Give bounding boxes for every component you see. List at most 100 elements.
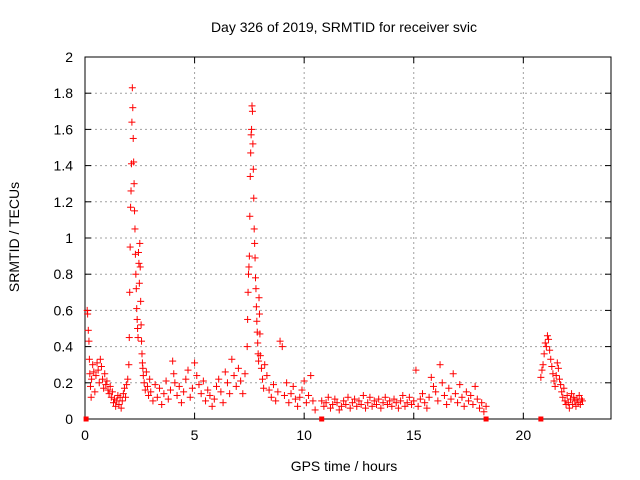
- data-point: [545, 335, 553, 343]
- data-point: [278, 343, 286, 351]
- data-point: [143, 382, 151, 390]
- data-point: [245, 252, 253, 260]
- data-point: [566, 395, 574, 403]
- data-point: [445, 384, 453, 392]
- data-point: [230, 372, 238, 380]
- data-point: [359, 391, 367, 399]
- data-point: [542, 343, 550, 351]
- data-point: [85, 337, 93, 345]
- data-point: [177, 399, 185, 407]
- data-point: [87, 393, 95, 401]
- data-point: [191, 359, 199, 367]
- data-point: [276, 337, 284, 345]
- data-point: [180, 388, 188, 396]
- data-point: [206, 391, 214, 399]
- data-point: [169, 357, 177, 365]
- data-point: [370, 397, 378, 405]
- data-point: [287, 390, 295, 398]
- data-point: [539, 361, 547, 369]
- data-point: [226, 390, 234, 398]
- data-point: [269, 381, 277, 389]
- data-point: [267, 393, 275, 401]
- data-point: [261, 361, 269, 369]
- x-tick-label: 20: [516, 427, 532, 443]
- data-point: [364, 399, 372, 407]
- data-point: [125, 334, 133, 342]
- data-point: [559, 393, 567, 401]
- zero-marker: [319, 416, 325, 422]
- data-point: [329, 401, 337, 409]
- data-point: [95, 379, 103, 387]
- data-point: [423, 404, 431, 412]
- x-tick-label: 15: [406, 427, 422, 443]
- data-point: [405, 393, 413, 401]
- data-point: [142, 368, 150, 376]
- data-point: [252, 303, 260, 311]
- data-point: [394, 404, 402, 412]
- data-point: [274, 388, 282, 396]
- data-point: [392, 399, 400, 407]
- data-point: [251, 254, 259, 262]
- data-point: [577, 395, 585, 403]
- y-tick-label: 0: [65, 411, 73, 427]
- data-point: [246, 172, 254, 180]
- data-point: [86, 370, 94, 378]
- data-point: [357, 401, 365, 409]
- data-point: [335, 406, 343, 414]
- data-point: [263, 372, 271, 380]
- data-point: [554, 364, 562, 372]
- data-point: [555, 375, 563, 383]
- y-tick-label: 0.4: [54, 339, 74, 355]
- data-point: [348, 399, 356, 407]
- data-point: [344, 393, 352, 401]
- y-tick-label: 0.8: [54, 266, 74, 282]
- data-point: [127, 203, 135, 211]
- data-point: [480, 408, 488, 416]
- data-point: [84, 326, 92, 334]
- data-point: [298, 386, 306, 394]
- data-point: [320, 402, 328, 410]
- data-point: [219, 399, 227, 407]
- data-point: [122, 393, 130, 401]
- data-point: [351, 395, 359, 403]
- data-point: [153, 393, 161, 401]
- data-point: [550, 377, 558, 385]
- data-point: [147, 388, 155, 396]
- data-point: [540, 350, 548, 358]
- data-point: [217, 388, 225, 396]
- data-point: [255, 310, 263, 318]
- data-point: [101, 370, 109, 378]
- data-point: [134, 334, 142, 342]
- data-point: [558, 388, 566, 396]
- data-point: [318, 397, 326, 405]
- data-point: [105, 390, 113, 398]
- data-point: [125, 361, 133, 369]
- data-point: [247, 149, 255, 157]
- data-point: [146, 375, 154, 383]
- data-point: [449, 370, 457, 378]
- data-point: [366, 393, 374, 401]
- data-point: [166, 386, 174, 394]
- data-point: [575, 391, 583, 399]
- data-point: [173, 391, 181, 399]
- data-point: [432, 388, 440, 396]
- data-point: [119, 390, 127, 398]
- data-point: [182, 375, 190, 383]
- data-point: [355, 397, 363, 405]
- y-tick-label: 1.8: [54, 85, 74, 101]
- data-point: [88, 375, 96, 383]
- data-point: [381, 393, 389, 401]
- data-point: [434, 397, 442, 405]
- data-point: [307, 372, 315, 380]
- data-point: [103, 377, 111, 385]
- data-point: [476, 404, 483, 412]
- data-point: [471, 382, 479, 390]
- data-point: [390, 395, 398, 403]
- data-point: [252, 274, 260, 282]
- data-point: [462, 388, 470, 396]
- data-point: [410, 397, 418, 405]
- data-point: [576, 401, 584, 409]
- data-point: [331, 395, 339, 403]
- data-point: [478, 399, 486, 407]
